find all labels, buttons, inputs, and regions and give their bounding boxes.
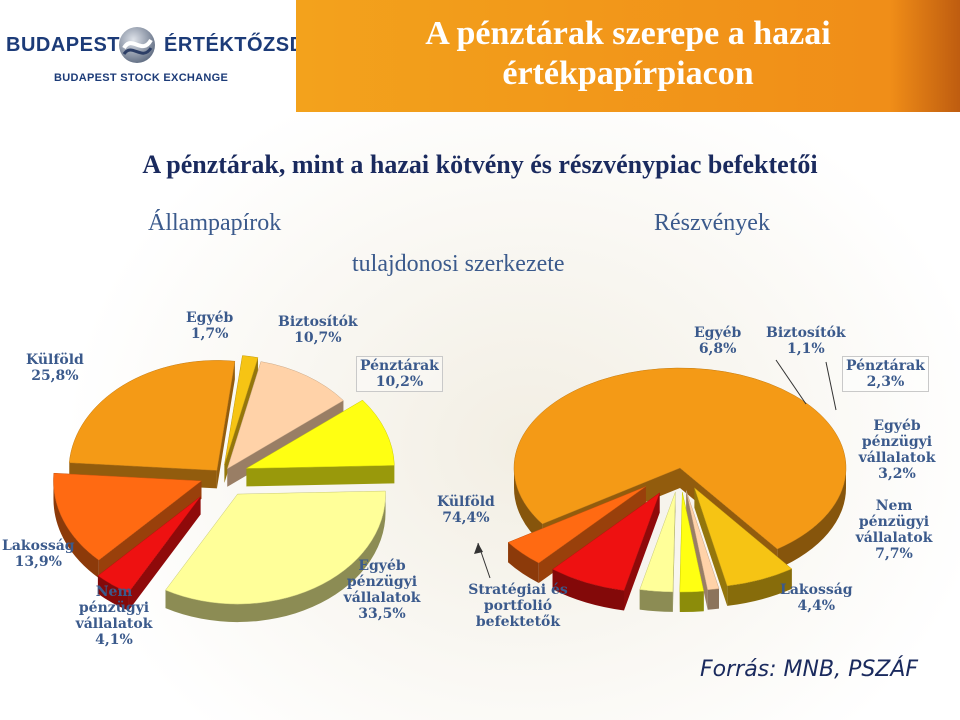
pie-chart-shares [507,367,847,613]
label-value: 1,7% [190,326,229,342]
label-right-other: Egyéb 6,8% [694,325,741,357]
label-value: 74,4% [442,510,490,526]
exchange-logo-icon [119,27,155,63]
pie-slice [68,360,236,471]
pie-slice [53,472,203,561]
label-name: Külföld [26,352,84,368]
pie-slice [639,491,676,593]
source-note: Forrás: MNB, PSZÁF [700,657,919,682]
label-left-households: Lakosság 13,9% [2,538,75,570]
arrow-head [474,543,483,554]
pie-slice [693,487,793,587]
label-name: Lakosság [2,538,75,554]
label-value: 10,7% [294,330,342,346]
label-value: 1,1% [786,341,825,357]
pie-slice [245,399,395,469]
leader-lines [474,359,837,579]
leader-line [825,361,837,411]
label-right-pension-funds: Pénztárak 2,3% [842,356,929,392]
label-name: Nem pénzügyi vállalatok [75,584,153,632]
pie-slice [165,490,386,605]
label-right-insurers: Biztosítók 1,1% [766,325,846,357]
label-value: 4,4% [797,598,836,614]
label-left-foreign: Külföld 25,8% [26,352,84,384]
label-left-other: Egyéb 1,7% [186,310,233,342]
pie-slice [552,492,661,591]
title-band [296,0,960,112]
leader-line [775,359,807,405]
label-name: Pénztárak [846,358,925,374]
slide-title: A pénztárak szerepe a hazai értékpapírpi… [425,15,831,92]
pie-slice [513,367,847,550]
label-value: 2,3% [866,374,905,390]
slide-subtitle: A pénztárak, mint a hazai kötvény és rés… [142,150,818,179]
label-name: Biztosítók [766,325,846,341]
logo-text-left: BUDAPESTI [6,34,127,56]
logo-subtitle: BUDAPEST STOCK EXCHANGE [54,72,229,84]
pie-slice [507,486,646,564]
title-band-shade [890,0,960,112]
label-left-non-financial: Nem pénzügyi vállalatok 4,1% [70,584,158,648]
label-left-pension-funds: Pénztárak 10,2% [356,356,443,392]
label-right-other-financial: Egyéb pénzügyi vállalatok 3,2% [852,418,942,482]
label-name: Egyéb pénzügyi vállalatok [343,558,421,606]
label-name: Pénztárak [360,358,439,374]
label-name: Nem pénzügyi vállalatok [855,498,933,546]
heading-shares: Részvények [654,210,770,236]
label-name: Egyéb [694,325,742,341]
pie-slice [679,492,705,593]
label-value: 10,2% [375,374,424,390]
pie-slice [97,496,201,593]
label-left-other-financial: Egyéb pénzügyi vállalatok 33,5% [340,558,424,622]
label-name: Biztosítók [278,314,358,330]
label-right-foreign: Külföld 74,4% [437,494,495,526]
label-name: Egyéb pénzügyi vállalatok [858,418,936,466]
label-value: 33,5% [358,606,406,622]
logo-text-right: ÉRTÉKTŐZSDE [164,34,319,56]
label-value: 6,8% [698,341,737,357]
heading-government-securities: Állampapírok [148,210,282,236]
label-left-insurers: Biztosítók 10,7% [278,314,358,346]
label-value: 4,1% [95,632,133,648]
label-value: 3,2% [878,466,916,482]
logo-area: BUDAPESTI ÉRTÉKTŐZSDE BUDAPEST STOCK EXC… [0,0,318,112]
pie-slice [685,490,720,591]
pie-slice [226,361,344,470]
heading-ownership-structure: tulajdonosi szerkezete [352,251,565,277]
label-name: Külföld [437,494,495,510]
label-value: 7,7% [875,546,913,562]
annotation-strategic-investors: Stratégiai és portfolió befektetők [468,582,568,630]
label-right-non-financial: Nem pénzügyi vállalatok 7,7% [846,498,942,562]
pie-slice [224,355,259,465]
pie-chart-government-securities [53,355,395,623]
label-right-households: Lakosság 4,4% [780,582,853,614]
label-value: 25,8% [31,368,79,384]
label-name: Egyéb [186,310,234,326]
label-value: 13,9% [14,554,62,570]
label-name: Lakosság [780,582,853,598]
